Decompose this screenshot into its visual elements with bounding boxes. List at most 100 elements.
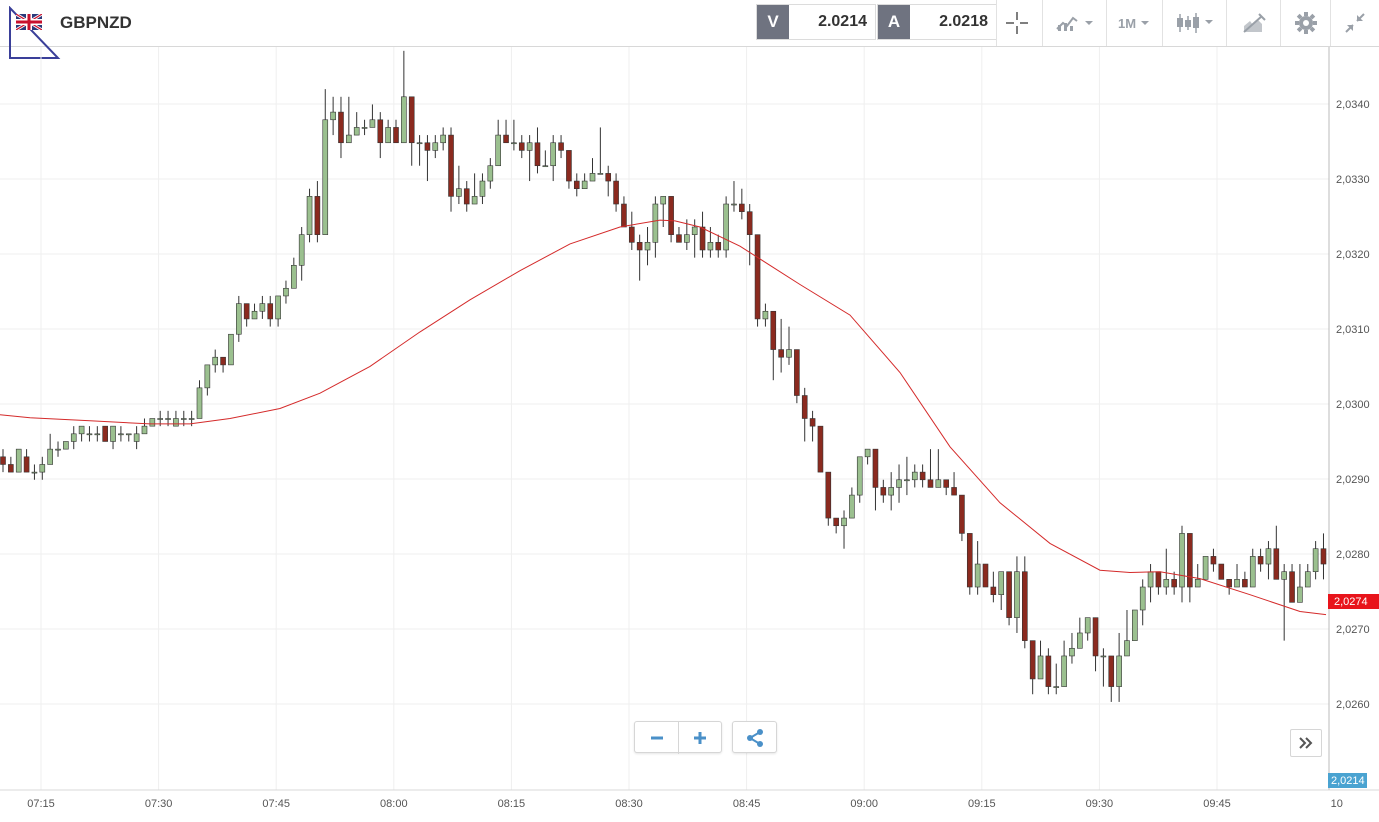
buy-button[interactable]: A 2.0218: [877, 4, 997, 40]
candle-body: [1014, 571, 1020, 618]
candle-body: [8, 464, 14, 473]
candle: [1053, 663, 1060, 695]
settings-button[interactable]: [1280, 0, 1330, 46]
candle-body: [959, 494, 965, 534]
candle-body: [70, 433, 77, 442]
candle-body: [86, 433, 93, 436]
scroll-to-latest-button[interactable]: [1290, 729, 1322, 757]
candle: [888, 472, 894, 511]
candle: [966, 533, 973, 595]
candle: [1218, 563, 1225, 580]
candle-body: [118, 433, 124, 436]
candle-body: [275, 295, 281, 320]
candle: [542, 150, 549, 168]
candle: [86, 426, 93, 442]
candle-body: [456, 188, 462, 197]
candle-body: [872, 448, 879, 488]
collapse-icon: [1345, 13, 1365, 33]
candle: [990, 571, 997, 603]
time-label: 09:15: [968, 798, 996, 810]
candle-body: [589, 173, 596, 182]
candle: [959, 494, 965, 542]
share-button[interactable]: [733, 722, 776, 754]
candle: [306, 188, 313, 243]
candle-body: [1218, 563, 1225, 580]
candle: [1163, 548, 1170, 595]
time-label: 08:00: [380, 798, 408, 810]
candle-body: [684, 234, 690, 243]
candle: [668, 196, 674, 243]
candle: [809, 410, 816, 442]
candle: [636, 234, 643, 281]
zoom-in-button[interactable]: [678, 722, 721, 754]
candle: [919, 464, 926, 488]
candle-body: [534, 142, 541, 167]
settings-icon: [1294, 12, 1317, 34]
zoom-group: [634, 721, 722, 754]
candle-body: [927, 479, 934, 488]
candle-body: [369, 119, 376, 128]
candle-body: [1242, 579, 1248, 588]
candle: [1171, 571, 1177, 595]
candle-body: [1116, 655, 1122, 687]
candle-body: [385, 127, 391, 144]
candle-body: [165, 418, 171, 420]
candle-body: [1187, 533, 1193, 588]
candle: [251, 303, 258, 320]
candle: [330, 96, 336, 136]
candle-body: [1257, 556, 1264, 565]
candle-body: [1029, 640, 1036, 680]
zoom-out-button[interactable]: [635, 722, 678, 754]
candle-body: [63, 441, 69, 450]
candle-body: [259, 303, 266, 312]
candle-body: [990, 586, 997, 595]
candle: [998, 571, 1005, 610]
candle-body: [94, 433, 101, 436]
candle-body: [1265, 548, 1272, 565]
candle-body: [919, 471, 926, 481]
candle-body: [896, 479, 902, 488]
time-label: 09:45: [1203, 798, 1231, 810]
candle: [613, 173, 619, 212]
candle-body: [849, 494, 855, 519]
candle-body: [228, 333, 234, 366]
candle-body: [739, 203, 745, 212]
candle: [487, 158, 494, 189]
chart-type-button[interactable]: [1162, 0, 1226, 46]
candle-body: [298, 234, 305, 266]
indicators-button[interactable]: [1042, 0, 1106, 46]
candle: [141, 418, 148, 435]
candlestick-series: [0, 50, 1327, 702]
candle-body: [0, 456, 6, 465]
candle: [495, 119, 501, 167]
candle: [794, 349, 800, 404]
candle: [322, 89, 329, 235]
candle-body: [149, 418, 156, 427]
price-chart[interactable]: 2,0340 2,0330 2,0320 2,0310 2,0300 2,0290 2,02…: [0, 47, 1379, 822]
sell-button[interactable]: V 2.0214: [756, 4, 876, 40]
candle: [377, 112, 384, 159]
collapse-button[interactable]: [1330, 0, 1379, 46]
candle-body: [377, 119, 384, 144]
candle-body: [322, 119, 329, 235]
candle: [448, 127, 454, 212]
candle-body: [1297, 586, 1303, 603]
candle-body: [283, 287, 289, 297]
crosshair-button[interactable]: [996, 0, 1036, 46]
symbol-title[interactable]: GBPNZD: [60, 13, 132, 32]
candle-body: [754, 234, 761, 320]
candle-body: [558, 142, 564, 151]
candle-body: [660, 196, 667, 205]
candle: [927, 449, 934, 488]
candle-body: [1179, 533, 1185, 588]
candle-body: [911, 471, 918, 481]
price-label: 2,0270: [1336, 624, 1370, 636]
candle: [699, 211, 706, 258]
candle-body: [778, 349, 784, 358]
timeframe-dropdown[interactable]: 1M: [1106, 0, 1162, 46]
candle: [723, 196, 729, 258]
drawing-tools-button[interactable]: [1226, 0, 1280, 46]
price-tags: 2,0274 2,0214: [1328, 594, 1379, 788]
candle: [369, 104, 376, 128]
candle: [746, 204, 753, 266]
